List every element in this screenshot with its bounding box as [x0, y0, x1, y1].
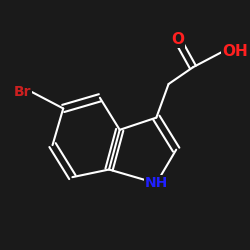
Text: O: O — [171, 32, 184, 47]
Text: OH: OH — [222, 44, 248, 60]
Text: Br: Br — [14, 85, 31, 99]
Text: NH: NH — [145, 176, 168, 190]
